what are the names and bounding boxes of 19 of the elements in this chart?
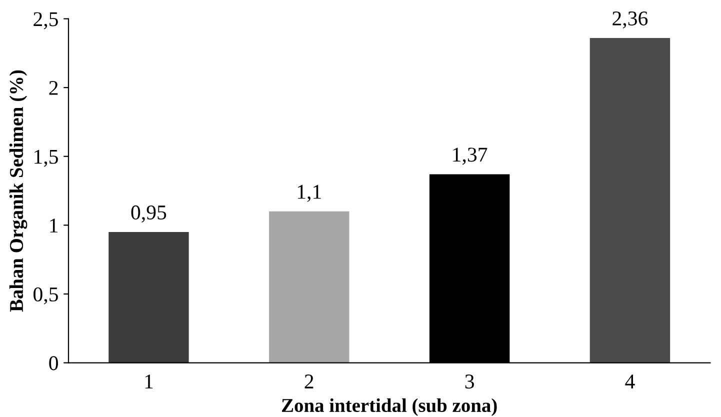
data-label: 2,36 [612,11,648,28]
x-tick-label: 1 [145,374,153,388]
x-axis-title: Zona intertidal (sub zona) [282,398,497,416]
x-tick-label: 2 [304,374,314,388]
data-label: 1,1 [298,184,321,202]
data-label: 0,95 [131,205,166,222]
bar [590,38,670,363]
y-tick-label: 0 [49,356,58,370]
y-tick-label: 1 [50,218,58,232]
x-tick-label: 4 [625,374,635,388]
y-tick-label: 1,5 [34,150,58,167]
y-axis-title: Bahan Organik Sedimen (%) [9,70,28,312]
bar [269,211,350,363]
y-tick-label: 2,5 [34,12,58,30]
y-tick-label: 2 [49,81,58,95]
y-tick-label: 0,5 [34,287,58,304]
x-tick-label: 3 [465,374,474,389]
data-label: 1,37 [453,148,488,165]
bar [108,232,189,363]
